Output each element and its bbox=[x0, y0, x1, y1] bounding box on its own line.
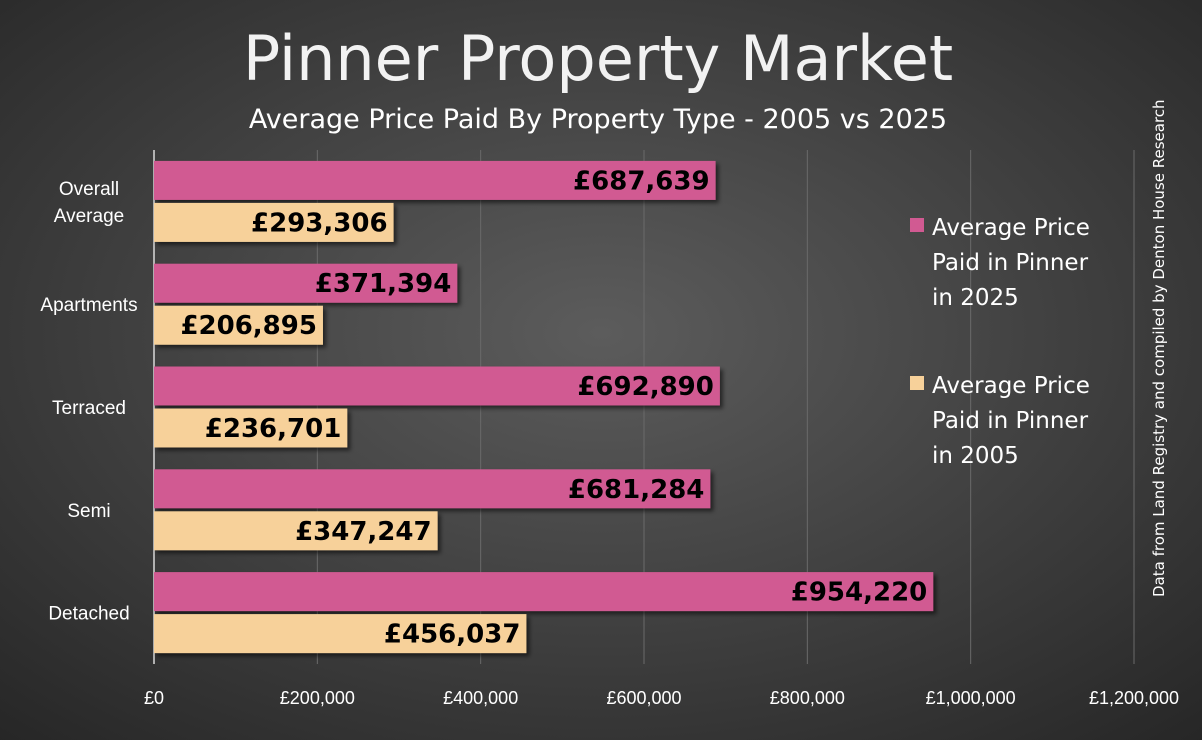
x-tick-label: £600,000 bbox=[606, 688, 681, 708]
legend-label-line: Average Price bbox=[932, 215, 1090, 241]
legend-label-2025: Average Price Paid in Pinner in 2025 bbox=[932, 215, 1090, 311]
bar-2025 bbox=[154, 469, 711, 509]
legend-label-line: Average Price bbox=[932, 373, 1090, 399]
legend-swatch-2005 bbox=[910, 376, 924, 390]
chart-subtitle: Average Price Paid By Property Type - 20… bbox=[249, 104, 947, 135]
value-label-2025: £681,284 bbox=[568, 475, 705, 505]
category-label: Detached bbox=[48, 604, 129, 625]
x-tick-label: £1,200,000 bbox=[1089, 688, 1179, 708]
value-label-2025: £371,394 bbox=[315, 269, 452, 299]
x-tick-label: £800,000 bbox=[770, 688, 845, 708]
bar-2005 bbox=[154, 614, 527, 654]
x-tick-label: £400,000 bbox=[443, 688, 518, 708]
value-label-2025: £692,890 bbox=[577, 372, 714, 402]
value-label-2005: £236,701 bbox=[205, 414, 342, 444]
category-label-line: Detached bbox=[48, 604, 129, 625]
legend-label-line: in 2025 bbox=[932, 285, 1019, 311]
value-label-2005: £206,895 bbox=[180, 311, 317, 341]
value-label-2005: £347,247 bbox=[295, 517, 432, 547]
x-tick-label: £1,000,000 bbox=[926, 688, 1016, 708]
chart-title: Pinner Property Market bbox=[243, 22, 953, 95]
value-label-2005: £293,306 bbox=[251, 208, 388, 238]
legend-label-line: Paid in Pinner bbox=[932, 408, 1089, 434]
category-labels: Overall Average Apartments Terraced Semi Deta… bbox=[40, 179, 137, 625]
legend-label-line: Paid in Pinner bbox=[932, 250, 1089, 276]
source-note: Data from Land Registry and compiled by … bbox=[1150, 99, 1168, 597]
legend: Average Price Paid in Pinner in 2025Averag… bbox=[910, 215, 1090, 469]
value-label-2005: £456,037 bbox=[384, 620, 521, 650]
value-label-2025: £687,639 bbox=[573, 166, 710, 196]
bar-2025 bbox=[154, 366, 720, 406]
bars bbox=[154, 160, 934, 654]
bar-2005 bbox=[154, 408, 348, 448]
bar-2005 bbox=[154, 202, 394, 242]
category-label-line: Terraced bbox=[52, 398, 126, 419]
category-label: Apartments bbox=[40, 295, 137, 316]
x-axis-tick-labels: £0 £200,000 £400,000 £600,000 £800,000 £1,000… bbox=[144, 688, 1179, 708]
category-label: Semi bbox=[67, 501, 110, 522]
legend-label-2005: Average Price Paid in Pinner in 2005 bbox=[932, 373, 1090, 469]
legend-swatch-2025 bbox=[910, 218, 924, 232]
category-label: Terraced bbox=[52, 398, 126, 419]
legend-label-line: in 2005 bbox=[932, 443, 1019, 469]
category-label-line: Apartments bbox=[40, 295, 137, 316]
value-label-2025: £954,220 bbox=[791, 578, 928, 608]
bar-2025 bbox=[154, 572, 934, 612]
category-label-line: Semi bbox=[67, 501, 110, 522]
category-label: Overall Average bbox=[54, 179, 124, 227]
value-labels: £687,639 £293,306 £371,394 £206,895 £692,890… bbox=[180, 166, 927, 649]
bar-2025 bbox=[154, 160, 716, 200]
bar-2005 bbox=[154, 305, 323, 345]
x-tick-label: £200,000 bbox=[280, 688, 355, 708]
category-label-line: Overall bbox=[59, 179, 119, 200]
bar-2005 bbox=[154, 511, 438, 551]
x-tick-label: £0 bbox=[144, 688, 164, 708]
category-label-line: Average bbox=[54, 206, 124, 227]
bar-2025 bbox=[154, 263, 458, 303]
